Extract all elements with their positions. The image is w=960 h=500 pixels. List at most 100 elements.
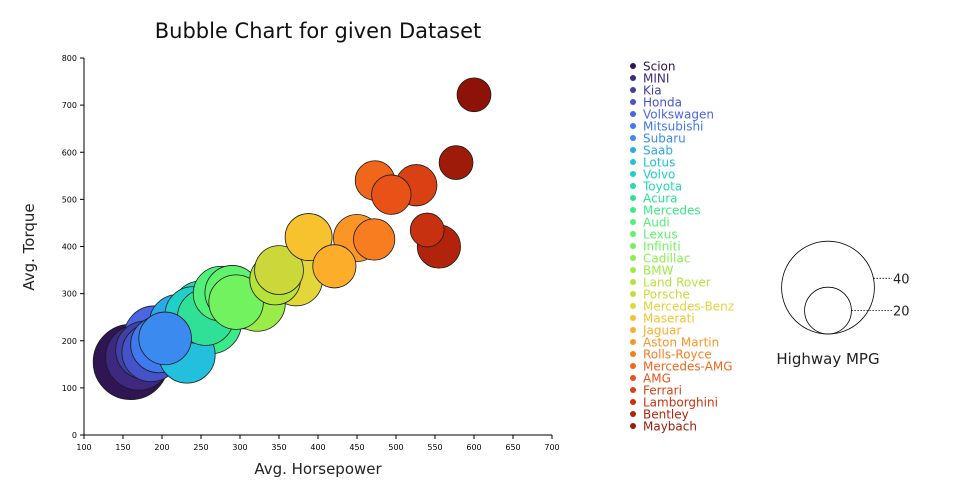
legend-marker [630, 255, 636, 261]
legend-label: Honda [643, 96, 682, 110]
legend-label: Mercedes [643, 204, 701, 218]
x-tick-label: 350 [271, 443, 286, 452]
bubble [284, 213, 333, 261]
legend-label: Infiniti [643, 240, 681, 254]
y-tick-label: 200 [62, 337, 77, 346]
bubble [438, 145, 474, 180]
legend-marker [630, 87, 636, 93]
legend-label: Saab [643, 144, 673, 158]
legend-label: Mercedes-Benz [643, 300, 734, 314]
y-axis-title: Avg. Torque [20, 203, 38, 290]
legend-marker [630, 195, 636, 201]
bubble [353, 218, 396, 261]
legend-label: Lotus [643, 156, 675, 170]
x-tick-label: 600 [466, 443, 481, 452]
x-tick-label: 300 [232, 443, 247, 452]
legend-label: Acura [643, 192, 678, 206]
legend-marker [630, 399, 636, 405]
size-legend-circle-small [804, 286, 852, 335]
y-tick-label: 800 [62, 54, 77, 63]
legend-label: Volkswagen [643, 108, 714, 122]
legend-label: MINI [643, 72, 669, 86]
plot-area [92, 77, 492, 400]
bubble [456, 77, 492, 113]
size-legend-label-small: 20 [893, 305, 910, 320]
legend-marker [630, 423, 636, 429]
legend-marker [630, 363, 636, 369]
legend-marker [630, 303, 636, 309]
legend-label: Lamborghini [643, 396, 718, 410]
bubble [409, 212, 445, 248]
legend-label: Maserati [643, 312, 695, 326]
x-axis-title: Avg. Horsepower [254, 460, 382, 478]
x-axis-ticks: 100 150 200 250 300 350 400 450 500 550 600 650 700 [76, 435, 560, 452]
bubble [371, 174, 412, 215]
x-tick-label: 450 [349, 443, 364, 452]
legend-marker [630, 351, 636, 357]
legend-label: Volvo [643, 168, 675, 182]
legend-marker [630, 111, 636, 117]
legend-label: Jaguar [642, 324, 681, 338]
y-tick-label: 600 [62, 148, 77, 157]
legend-marker [630, 207, 636, 213]
bubble [254, 245, 304, 295]
legend-label: Scion [643, 60, 676, 74]
legend-marker [630, 171, 636, 177]
legend-marker [630, 267, 636, 273]
legend-marker [630, 375, 636, 381]
legend-marker [630, 339, 636, 345]
legend-marker [630, 159, 636, 165]
x-tick-label: 650 [505, 443, 520, 452]
legend-marker [630, 291, 636, 297]
x-tick-label: 400 [310, 443, 325, 452]
y-tick-label: 700 [62, 101, 77, 110]
legend-label: AMG [643, 372, 671, 386]
x-tick-label: 250 [193, 443, 208, 452]
legend-label: Land Rover [643, 276, 711, 290]
legend-label: Mercedes-AMG [643, 360, 733, 374]
legend-marker [630, 243, 636, 249]
legend-label: Bentley [643, 408, 689, 422]
x-tick-label: 200 [154, 443, 169, 452]
y-tick-label: 0 [72, 431, 77, 440]
legend-label: Mitsubishi [643, 120, 703, 134]
legend-label: Ferrari [643, 384, 682, 398]
legend-marker [630, 279, 636, 285]
legend-label: BMW [643, 264, 674, 278]
y-tick-label: 500 [62, 195, 77, 204]
legend-label: Rolls-Royce [643, 348, 712, 362]
x-tick-label: 500 [388, 443, 403, 452]
legend-marker [630, 387, 636, 393]
y-tick-label: 100 [62, 384, 77, 393]
x-tick-label: 550 [427, 443, 442, 452]
legend-label: Toyota [642, 180, 682, 194]
legend-marker [630, 75, 636, 81]
legend-label: Porsche [643, 288, 690, 302]
legend-label: Subaru [643, 132, 686, 146]
legend-marker [630, 147, 636, 153]
y-tick-label: 400 [62, 243, 77, 252]
legend-label: Audi [643, 216, 670, 230]
legend-marker [630, 123, 636, 129]
legend-marker [630, 315, 636, 321]
legend-marker [630, 135, 636, 141]
y-tick-label: 300 [62, 290, 77, 299]
size-legend-title: Highway MPG [776, 350, 879, 368]
legend-label: Maybach [643, 420, 697, 434]
x-tick-label: 150 [115, 443, 130, 452]
size-legend-label-large: 40 [893, 272, 910, 287]
legend-label: Aston Martin [643, 336, 719, 350]
legend-marker [630, 219, 636, 225]
legend-marker [630, 183, 636, 189]
legend-label: Cadillac [643, 252, 690, 266]
y-axis-ticks: 0 100 200 300 400 500 600 700 800 [62, 54, 84, 440]
legend-marker [630, 231, 636, 237]
legend-label: Kia [643, 84, 662, 98]
legend-marker [630, 99, 636, 105]
legend: ScionMINIKiaHondaVolkswagenMitsubishiSub… [630, 60, 734, 434]
x-tick-label: 100 [76, 443, 91, 452]
chart-title: Bubble Chart for given Dataset [155, 19, 481, 43]
legend-marker [630, 411, 636, 417]
legend-marker [630, 327, 636, 333]
